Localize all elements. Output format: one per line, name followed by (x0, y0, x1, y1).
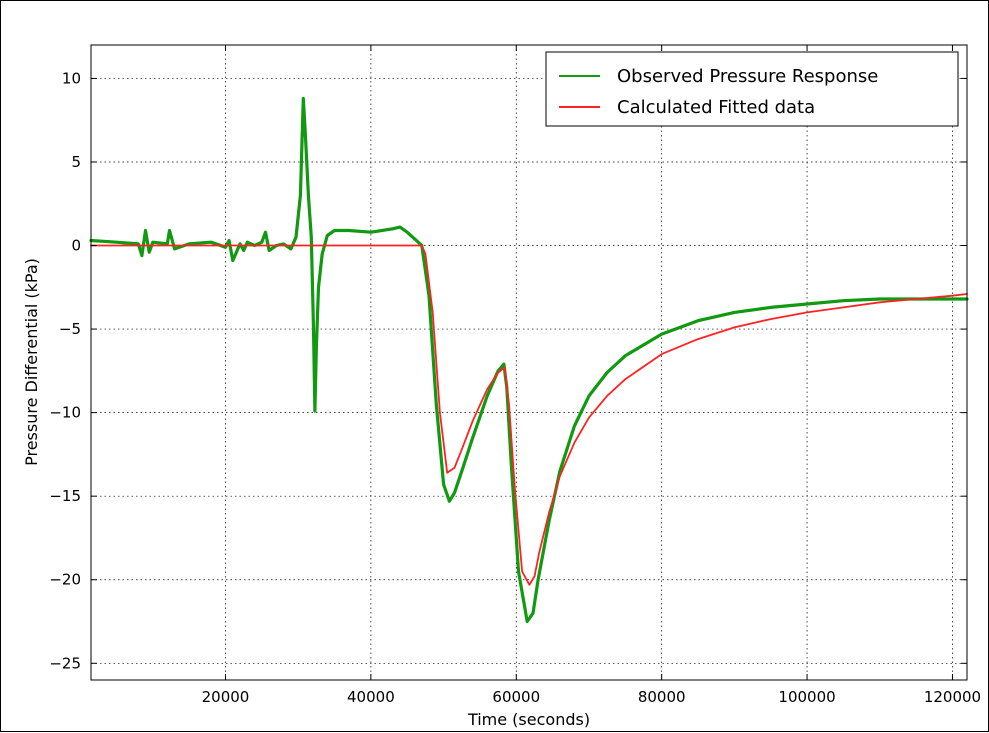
plot-background (91, 45, 967, 680)
legend-label-fitted: Calculated Fitted data (617, 97, 815, 118)
x-tick-label: 20000 (202, 688, 250, 706)
y-tick-label: 10 (62, 69, 81, 87)
ticks: 20000 40000 60000 80000 100000 120000 10 5 0 −5 −1… (49, 45, 981, 706)
y-tick-label: −25 (49, 654, 81, 672)
plot-frame (90, 44, 968, 681)
x-tick-label: 120000 (924, 688, 981, 706)
legend: Observed Pressure Response Calculated Fi… (545, 51, 959, 127)
x-tick-label: 60000 (492, 688, 540, 706)
series-group (89, 96, 969, 624)
series-line-fitted (90, 244, 968, 586)
x-tick-label: 80000 (638, 688, 686, 706)
y-tick-label: −5 (59, 320, 81, 338)
y-tick-label: 0 (71, 237, 81, 255)
x-tick-label: 40000 (347, 688, 395, 706)
grid (91, 45, 967, 680)
y-tick-label: −15 (49, 487, 81, 505)
x-tick-label: 100000 (778, 688, 835, 706)
legend-box (545, 51, 959, 127)
y-tick-label: 5 (71, 153, 81, 171)
x-axis-label: Time (seconds) (467, 710, 590, 729)
y-tick-label: −10 (49, 404, 81, 422)
series-line-observed (89, 96, 969, 624)
y-tick-label: −20 (49, 571, 81, 589)
legend-label-observed: Observed Pressure Response (617, 66, 878, 87)
y-axis-label: Pressure Differential (kPa) (22, 258, 41, 466)
